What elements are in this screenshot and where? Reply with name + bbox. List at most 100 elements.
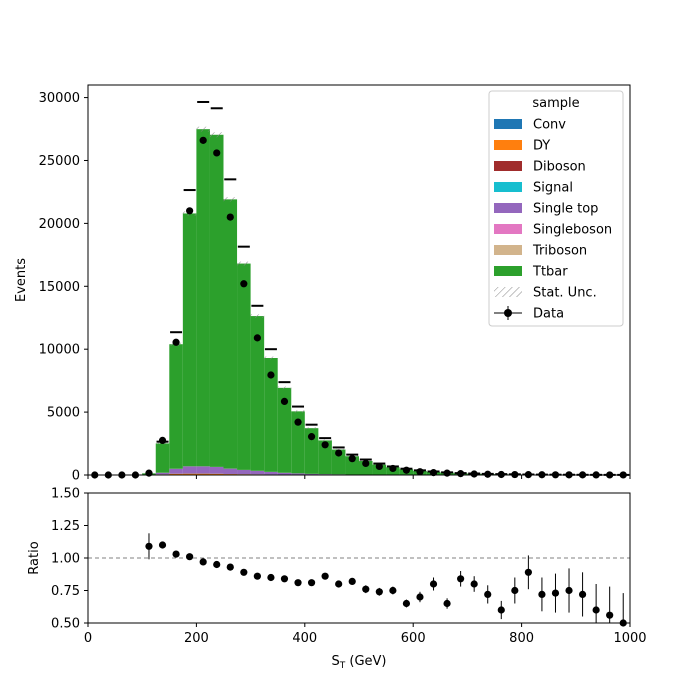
y-tick-label: 15000 <box>39 280 80 295</box>
ratio-x-tick-label: 0 <box>84 631 92 646</box>
ratio-y-tick-label: 1.50 <box>51 487 80 502</box>
legend-label: DY <box>533 139 550 154</box>
legend-label: Data <box>533 307 564 322</box>
legend-swatch <box>494 203 522 213</box>
legend-entry-data: Data <box>494 306 564 322</box>
bar-ttbar <box>291 411 305 474</box>
data-point <box>457 470 465 478</box>
bar-single-top <box>182 466 197 474</box>
data-point <box>362 459 370 468</box>
legend-label: Signal <box>533 181 573 196</box>
bar-dy <box>169 473 183 475</box>
data-point <box>416 468 424 476</box>
x-axis-label: ST (GeV) <box>331 654 386 671</box>
legend-data-marker <box>504 309 512 317</box>
ratio-point <box>538 590 546 599</box>
ratio-point <box>145 542 153 550</box>
ratio-point <box>362 585 370 593</box>
data-point <box>226 213 234 221</box>
legend-label: Ttbar <box>532 265 568 280</box>
stat-unc-band <box>209 132 224 138</box>
ratio-point <box>511 586 519 595</box>
ratio-point <box>199 558 207 566</box>
main-axes-frame <box>87 84 631 476</box>
ratio-y-tick-label: 1.25 <box>51 519 80 534</box>
data-point <box>402 466 411 474</box>
bar-single-top <box>196 466 210 474</box>
legend-entry-diboson: Diboson <box>494 160 586 175</box>
data-point <box>321 441 329 449</box>
data-point <box>199 136 207 144</box>
legend-entries: Conv DY Diboson Signal Single top Singleboson… <box>494 118 612 322</box>
legend-swatch <box>494 140 522 150</box>
ratio-y-tick-label: 0.75 <box>51 584 80 599</box>
stat-unc-band <box>196 126 210 132</box>
stat-unc-band <box>304 427 319 430</box>
bar-single-top <box>318 474 332 475</box>
x-axis-label-base: S <box>331 654 339 669</box>
stat-unc-band <box>264 356 278 360</box>
y-tick-label: 25000 <box>39 154 80 169</box>
data-points <box>91 136 627 479</box>
ratio-point <box>565 586 573 595</box>
data-point <box>294 418 302 426</box>
legend-swatch <box>494 119 522 129</box>
data-point <box>389 464 397 473</box>
y-tick-label: 0 <box>72 469 80 484</box>
main-y-ticks: 0 5000 10000 15000 20000 25000 30000 <box>39 91 88 484</box>
ratio-point <box>592 606 600 614</box>
data-point <box>497 470 505 479</box>
data-point <box>348 455 356 463</box>
ratio-x-ticks: 0 200 400 600 800 1000 <box>84 623 647 646</box>
bar-ttbar <box>155 443 170 473</box>
bar-single-top <box>209 467 224 474</box>
data-point <box>375 462 383 471</box>
bar-ttbar <box>250 316 265 471</box>
ratio-point <box>307 579 316 587</box>
ratio-y-ticks: 0.50 0.75 1.00 1.25 1.50 <box>51 487 88 632</box>
ratio-point <box>484 590 492 599</box>
bar-single-top <box>304 473 319 475</box>
data-point <box>280 397 289 406</box>
bar-dy <box>182 473 197 475</box>
legend-label: Single top <box>533 202 598 217</box>
ratio-point <box>375 588 383 596</box>
legend-swatch <box>494 266 522 276</box>
ratio-points <box>145 533 627 627</box>
bar-single-top <box>155 472 170 475</box>
legend-entry-triboson: Triboson <box>494 244 587 259</box>
ratio-point <box>321 572 329 580</box>
data-point <box>253 334 261 342</box>
bar-ttbar <box>237 263 251 470</box>
ratio-x-tick-label: 200 <box>184 631 209 646</box>
data-point <box>335 449 343 457</box>
data-point <box>443 469 451 477</box>
ratio-panel: 0.50 0.75 1.00 1.25 1.50 0 200 400 600 800 1000 R… <box>27 487 647 672</box>
legend-entry-conv: Conv <box>494 118 566 133</box>
legend-swatch <box>494 182 522 192</box>
legend-entry-stat-unc-: Stat. Unc. <box>494 286 597 301</box>
y-tick-label: 10000 <box>39 343 80 358</box>
bar-ttbar <box>277 387 292 473</box>
ratio-y-axis-label: Ratio <box>27 541 42 574</box>
bar-single-top <box>223 468 238 474</box>
bar-ttbar <box>304 428 319 474</box>
ratio-point <box>470 580 478 588</box>
ratio-axes-frame <box>87 492 631 624</box>
ratio-point <box>280 575 289 583</box>
data-point <box>484 470 492 478</box>
legend-entry-single-top: Single top <box>494 202 598 217</box>
x-axis-label-sub: T <box>339 661 346 671</box>
bar-single-top <box>169 468 183 474</box>
ratio-point <box>294 579 302 587</box>
ratio-x-tick-label: 600 <box>401 631 426 646</box>
ratio-y-tick-label: 0.50 <box>51 617 80 632</box>
ratio-point <box>578 590 587 599</box>
bar-single-top <box>237 469 251 475</box>
bar-ttbar <box>264 358 278 472</box>
bar-ttbar <box>318 440 332 475</box>
legend-entry-dy: DY <box>494 139 550 154</box>
data-point <box>267 371 275 379</box>
ratio-point <box>429 580 438 588</box>
legend-label: Singleboson <box>533 223 612 238</box>
